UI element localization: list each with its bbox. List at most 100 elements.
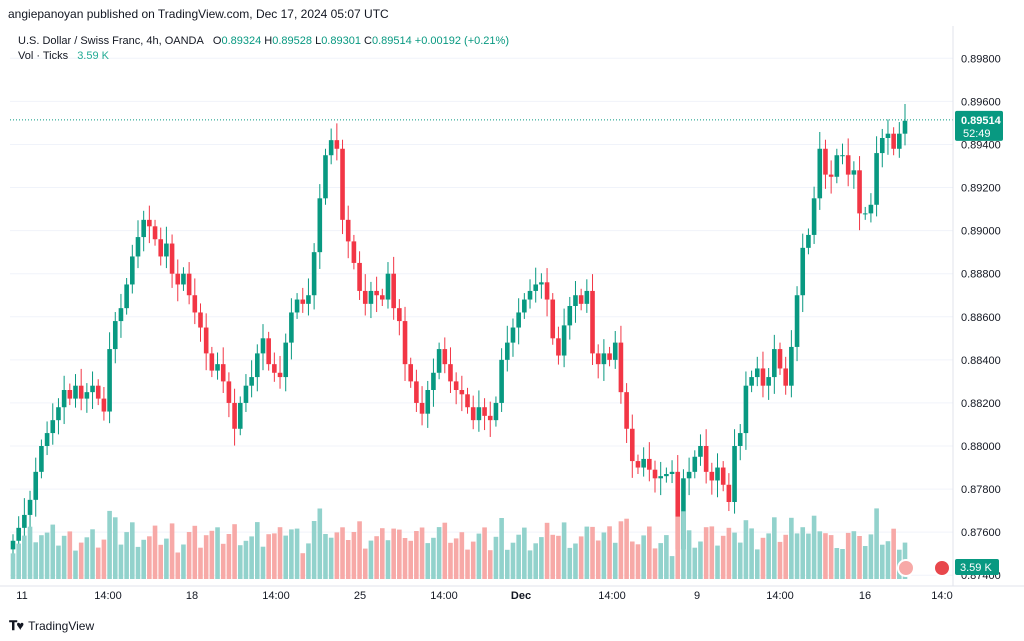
candle-body [737,433,743,446]
volume-bar [61,535,67,579]
candle-body [845,155,851,175]
candle-body [601,353,607,365]
candle-body [402,321,408,365]
volume-bar [647,526,652,579]
volume-bar [681,511,686,579]
volume-bar [107,510,112,579]
time-tick-label: 14:00 [262,590,290,602]
high-label: H [264,35,273,47]
candle-body [806,234,811,248]
candle-body [584,290,590,304]
volume-bar [78,542,84,579]
candle-body [328,140,334,156]
volume-bar [533,543,539,579]
time-tick-label: 14:00 [598,590,626,602]
candle-body [300,299,306,304]
candle-body [692,456,698,472]
volume-bar [289,529,294,579]
candle-body [135,237,141,257]
volume-bar [459,532,465,579]
high-value: 0.89528 [272,35,312,47]
candle-body [482,407,487,416]
candle-body [112,321,118,350]
volume-bar [101,539,107,579]
volume-bar [442,522,448,579]
time-tick-label: 14:0 [931,590,952,602]
candle-body [590,290,595,354]
volume-bar [385,540,391,579]
volume-bar [90,529,95,579]
volume-bar [67,531,73,579]
volume-tag-text: 3.59 K [960,562,992,574]
volume-bar [465,549,470,579]
volume-bar [56,545,61,579]
candle-body [527,290,533,300]
volume-bar [806,533,811,579]
chart-area[interactable]: 0.89800 0.89600 0.89400 0.89200 0.89000 0.888… [0,26,1024,616]
candle-body [715,467,720,481]
candle-body [698,446,703,457]
change-value: +0.00192 (+0.21%) [414,35,509,47]
low-label: L [315,35,322,47]
candle-body [164,243,169,257]
volume-bar [379,528,385,579]
volume-bar [306,543,311,579]
candle-body [885,133,891,138]
volume-bar [453,538,459,579]
candle-body [675,471,681,550]
volume-bar [607,526,612,579]
volume-bar [22,535,27,579]
time-tick-label: 14:00 [430,590,458,602]
candle-body [323,155,328,199]
candle-body [130,256,135,285]
price-tick-label: 0.87600 [961,527,1001,539]
volume-bar [112,517,118,579]
volume-bar [868,534,874,579]
volume-bar [431,537,436,579]
candle-body [749,377,754,386]
candle-body [664,474,669,477]
tradingview-brand[interactable]: 𝐓♥ TradingView [9,618,94,634]
volume-bar [703,527,709,579]
time-tick-label: 16 [859,590,871,602]
volume-bar [567,547,573,579]
candle-body [147,219,152,227]
price-tick-label: 0.89000 [961,226,1001,238]
volume-bar [715,545,720,579]
candle-body [351,241,357,263]
candle-body [277,372,283,378]
candlestick-chart[interactable]: 0.89800 0.89600 0.89400 0.89200 0.89000 0.888… [0,26,1024,616]
volume-bar [334,532,340,579]
candle-body [56,407,61,421]
candle-body [232,402,237,429]
volume-bar [362,548,368,579]
candle-body [44,433,50,446]
candle-body [902,120,908,134]
candle-body [266,338,271,365]
time-tick-label: 11 [16,590,27,602]
volume-bar [504,549,510,579]
candle-body [732,446,737,502]
candle-body [647,458,652,470]
open-label: O [212,35,222,47]
candle-body [868,204,874,214]
volume-bar [300,553,306,579]
candle-body [874,153,879,205]
candle-body [550,299,556,339]
volume-bar [311,521,317,579]
candle-body [294,299,300,313]
volume-bar [885,541,891,579]
candle-body [828,174,834,177]
volume-bar [635,544,641,579]
volume-bar [357,521,362,579]
candle-body [442,349,448,365]
volume-bar [692,547,698,579]
volume-bar [33,542,39,579]
volume-bar [743,520,749,579]
volume-bar [95,547,101,579]
volume-bar [874,508,879,579]
volume-bar [368,540,374,579]
candle-body [340,148,345,220]
volume-bar [39,535,44,579]
candle-body [73,385,78,399]
